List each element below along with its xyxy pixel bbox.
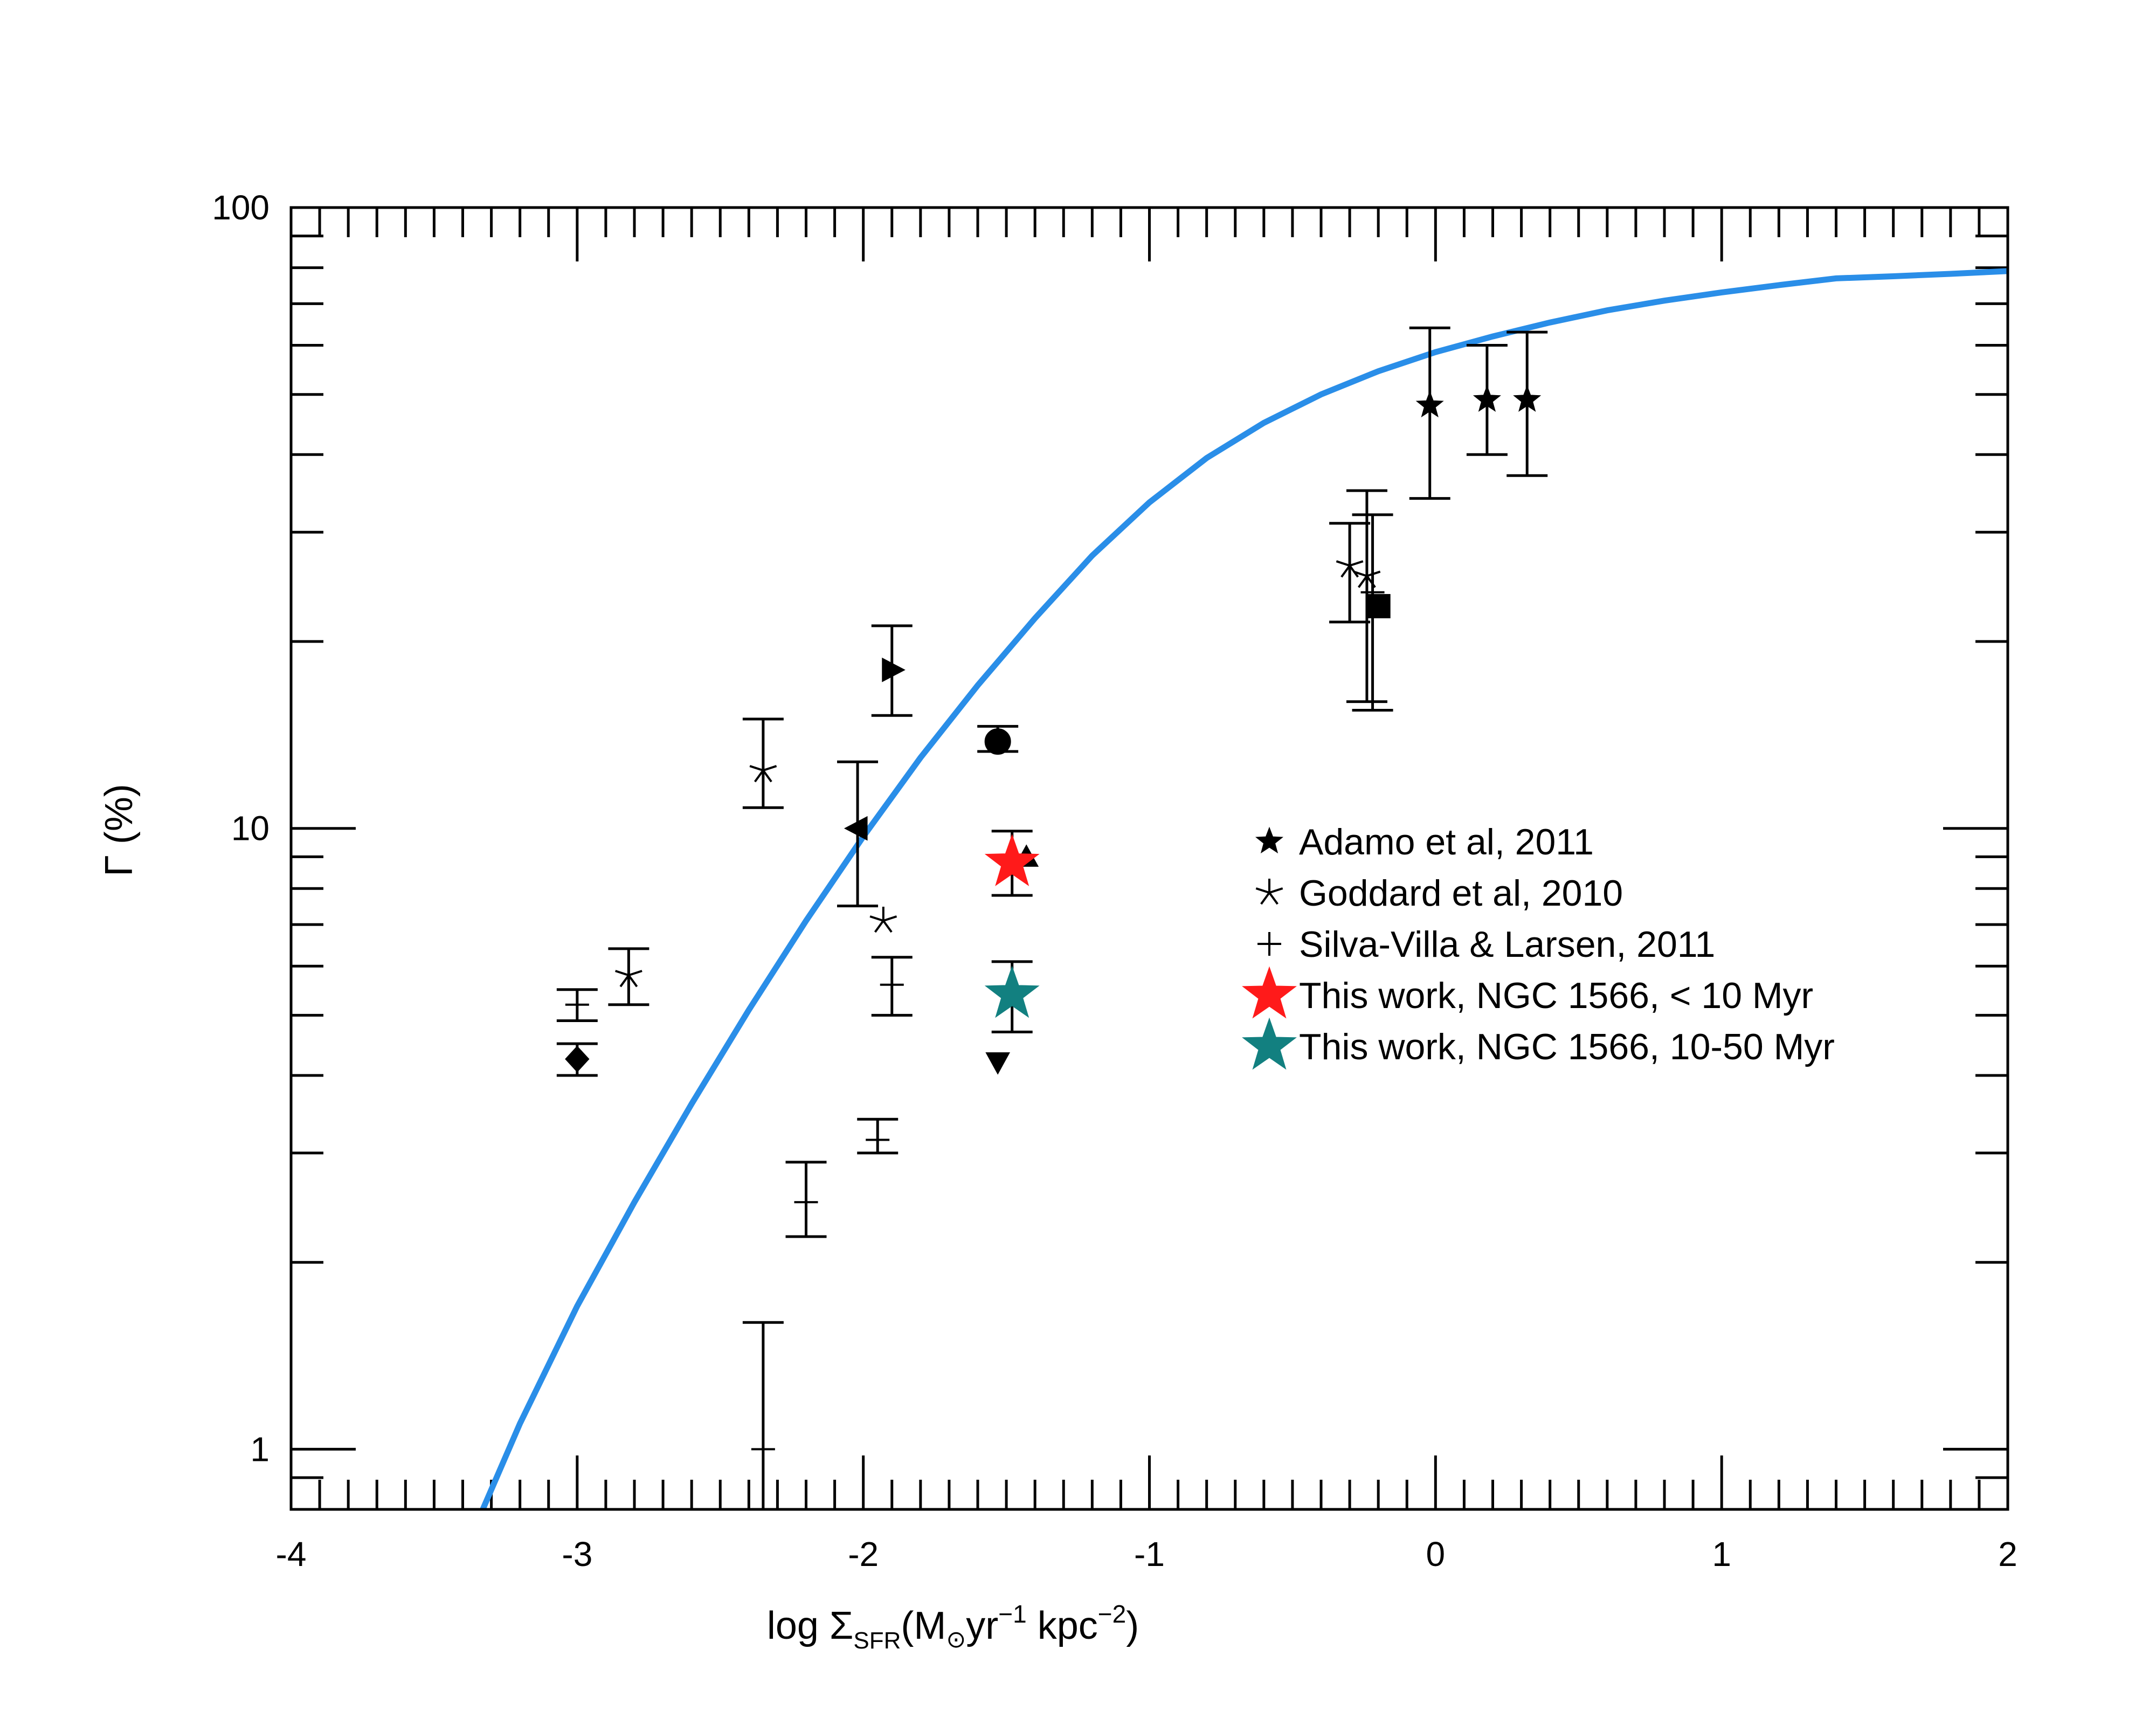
legend-marker [1257, 932, 1281, 956]
series-1-point-ray [882, 920, 893, 933]
series-2-point [751, 1437, 775, 1461]
series-1-point-ray [762, 769, 772, 783]
point-triangle-down [985, 1052, 1011, 1075]
series-1-point-ray [615, 970, 630, 977]
y-tick-label: 10 [231, 809, 270, 848]
legend-label: This work, NGC 1566, < 10 Myr [1299, 975, 1813, 1016]
series-1-point [749, 756, 777, 783]
x-tick-label: 1 [1712, 1535, 1731, 1574]
plot-frame [289, 206, 2009, 1511]
x-tick-label: -4 [276, 1535, 307, 1574]
series-1-point-ray [1336, 560, 1350, 567]
x-tick-label: -3 [562, 1535, 592, 1574]
x-tick-label: 2 [1998, 1535, 2017, 1574]
data-points [556, 326, 1548, 1511]
series-1-point-ray [749, 765, 764, 772]
series-1-point-ray [874, 920, 884, 933]
legend-label: This work, NGC 1566, 10-50 Myr [1299, 1026, 1835, 1067]
legend-marker-ray [1268, 892, 1279, 905]
legend-marker [1255, 826, 1284, 854]
series-1-point-ray [1349, 560, 1364, 567]
series-0-point [1473, 385, 1501, 412]
series-1-point [615, 961, 642, 988]
y-tick-label: 1 [250, 1430, 270, 1468]
y-axis-title: Γ (%) [98, 784, 141, 877]
series-0-point [1513, 385, 1542, 412]
x-tick-labels: -4 -3 -2 -1 0 1 2 [276, 1535, 2017, 1574]
series-1-point-ray [763, 765, 777, 772]
legend-marker-ray [1269, 887, 1283, 894]
y-tick-label: 100 [212, 188, 270, 227]
point-triangle-left [844, 816, 868, 841]
legend-marker-ray [1255, 887, 1270, 894]
legend-marker [1242, 966, 1297, 1019]
series-1-point [869, 906, 897, 933]
series-1-point-ray [1353, 570, 1367, 577]
series-1-point-ray [1340, 565, 1351, 578]
y-tick-labels: 1 10 100 [212, 188, 270, 1468]
series-0-point [1415, 390, 1444, 418]
series-1-point-ray [869, 915, 884, 922]
legend-marker [1255, 879, 1283, 905]
legend-label: Silva-Villa & Larsen, 2011 [1299, 924, 1715, 965]
axis-ticks [289, 206, 2009, 1509]
series-4-point [984, 965, 1040, 1018]
series-1-point-ray [619, 974, 630, 988]
series-2-point [866, 1128, 890, 1152]
series-1-point-ray [754, 769, 764, 783]
series-1-point-ray [1358, 575, 1368, 588]
point-square [1366, 594, 1391, 618]
series-2-point [1360, 580, 1385, 604]
x-tick-label: -1 [1134, 1535, 1165, 1574]
point-diamond [565, 1045, 590, 1073]
series-2-point [794, 1190, 818, 1215]
series-1-point-ray [883, 915, 897, 922]
point-circle [984, 728, 1011, 755]
point-triangle-right [882, 657, 906, 682]
series-1-point-ray [627, 974, 638, 988]
series-2-point [565, 992, 589, 1017]
x-tick-label: 0 [1426, 1535, 1446, 1574]
series-1-point [1336, 551, 1364, 578]
legend-marker [1242, 1017, 1297, 1070]
series-2-point [880, 972, 904, 997]
legend-marker-ray [1260, 892, 1270, 905]
legend: Adamo et al, 2011 Goddard et al, 2010 Silv… [1242, 822, 1835, 1070]
series-1-point-ray [628, 970, 642, 977]
x-tick-label: -2 [848, 1535, 879, 1574]
model-curve [480, 268, 2008, 1511]
legend-label: Goddard et al, 2010 [1299, 873, 1623, 914]
legend-label: Adamo et al, 2011 [1299, 822, 1594, 862]
x-axis-title: log ΣSFR(M⊙yr−1 kpc−2) [767, 1600, 1139, 1654]
series-3-point [984, 834, 1040, 886]
